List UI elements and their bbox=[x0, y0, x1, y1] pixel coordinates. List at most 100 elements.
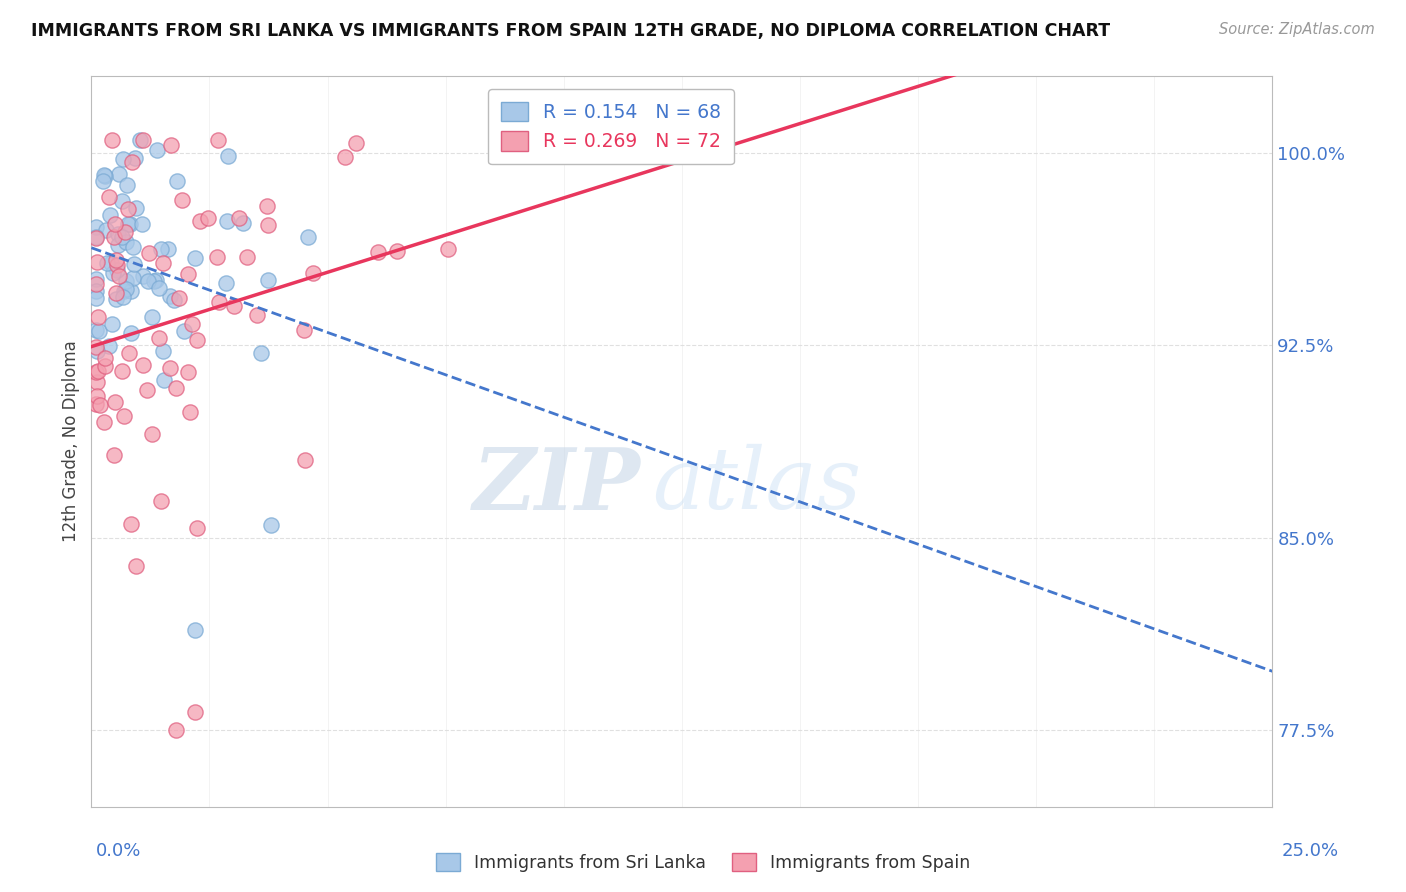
Point bbox=[152, 255, 174, 269]
Point bbox=[250, 346, 273, 360]
Point bbox=[124, 151, 146, 165]
Point bbox=[132, 133, 155, 147]
Point bbox=[153, 374, 176, 388]
Point bbox=[177, 366, 200, 380]
Point bbox=[86, 388, 108, 402]
Point bbox=[118, 345, 141, 359]
Point bbox=[292, 323, 315, 337]
Point bbox=[159, 361, 181, 376]
Point bbox=[166, 174, 188, 188]
Text: 0.0%: 0.0% bbox=[96, 842, 141, 860]
Legend: Immigrants from Sri Lanka, Immigrants from Spain: Immigrants from Sri Lanka, Immigrants fr… bbox=[429, 847, 977, 879]
Point bbox=[228, 211, 250, 226]
Point bbox=[437, 242, 460, 256]
Point bbox=[117, 202, 139, 216]
Point bbox=[156, 242, 179, 256]
Point bbox=[105, 262, 128, 277]
Point bbox=[84, 277, 107, 291]
Point bbox=[367, 245, 389, 260]
Point bbox=[163, 293, 186, 308]
Point bbox=[184, 623, 207, 637]
Point bbox=[132, 358, 155, 372]
Point bbox=[115, 178, 138, 192]
Point bbox=[207, 250, 229, 264]
Text: atlas: atlas bbox=[652, 444, 862, 527]
Point bbox=[246, 309, 269, 323]
Text: Source: ZipAtlas.com: Source: ZipAtlas.com bbox=[1219, 22, 1375, 37]
Point bbox=[172, 193, 194, 207]
Point bbox=[177, 267, 200, 281]
Point bbox=[148, 281, 170, 295]
Point bbox=[84, 340, 107, 354]
Point bbox=[145, 273, 167, 287]
Point bbox=[104, 217, 127, 231]
Point bbox=[217, 149, 239, 163]
Point bbox=[87, 310, 110, 324]
Point bbox=[387, 244, 409, 258]
Point bbox=[111, 152, 134, 166]
Point bbox=[114, 225, 136, 239]
Point bbox=[111, 290, 134, 304]
Text: 25.0%: 25.0% bbox=[1281, 842, 1339, 860]
Point bbox=[89, 324, 111, 338]
Point bbox=[120, 326, 142, 340]
Point bbox=[115, 235, 138, 250]
Point bbox=[94, 359, 117, 373]
Point bbox=[105, 292, 128, 306]
Point bbox=[87, 364, 110, 378]
Point bbox=[197, 211, 219, 225]
Point bbox=[103, 230, 125, 244]
Point bbox=[108, 268, 131, 283]
Point bbox=[93, 168, 115, 182]
Point bbox=[152, 344, 174, 359]
Point bbox=[110, 230, 132, 244]
Point bbox=[91, 174, 114, 188]
Point bbox=[215, 277, 238, 291]
Point bbox=[101, 317, 124, 331]
Point bbox=[112, 284, 135, 298]
Point bbox=[145, 144, 167, 158]
Y-axis label: 12th Grade, No Diploma: 12th Grade, No Diploma bbox=[62, 341, 80, 542]
Point bbox=[141, 427, 163, 442]
Point bbox=[128, 133, 150, 147]
Point bbox=[122, 240, 145, 254]
Point bbox=[114, 282, 136, 296]
Point bbox=[138, 246, 160, 260]
Point bbox=[93, 351, 115, 366]
Point bbox=[143, 274, 166, 288]
Point bbox=[120, 284, 142, 298]
Point bbox=[93, 415, 115, 429]
Point bbox=[118, 217, 141, 231]
Point bbox=[301, 266, 323, 280]
Point bbox=[181, 318, 204, 332]
Point bbox=[86, 255, 108, 269]
Point bbox=[294, 453, 316, 467]
Text: ZIP: ZIP bbox=[472, 443, 641, 527]
Point bbox=[125, 202, 148, 216]
Point bbox=[103, 448, 125, 462]
Point bbox=[149, 494, 172, 508]
Text: IMMIGRANTS FROM SRI LANKA VS IMMIGRANTS FROM SPAIN 12TH GRADE, NO DIPLOMA CORREL: IMMIGRANTS FROM SRI LANKA VS IMMIGRANTS … bbox=[31, 22, 1111, 40]
Point bbox=[260, 518, 283, 533]
Point bbox=[222, 299, 245, 313]
Point bbox=[111, 194, 134, 209]
Point bbox=[84, 323, 107, 337]
Point bbox=[86, 375, 108, 389]
Point bbox=[186, 333, 208, 347]
Point bbox=[98, 190, 121, 204]
Point bbox=[84, 291, 107, 305]
Point bbox=[112, 409, 135, 423]
Point bbox=[167, 291, 190, 305]
Point bbox=[131, 217, 153, 231]
Point bbox=[84, 284, 107, 298]
Point bbox=[84, 397, 107, 411]
Point bbox=[208, 295, 231, 310]
Point bbox=[96, 223, 118, 237]
Point bbox=[101, 133, 124, 147]
Point bbox=[188, 214, 211, 228]
Point bbox=[148, 331, 170, 345]
Point bbox=[184, 706, 207, 720]
Point bbox=[122, 257, 145, 271]
Point bbox=[159, 289, 181, 303]
Point bbox=[105, 258, 128, 272]
